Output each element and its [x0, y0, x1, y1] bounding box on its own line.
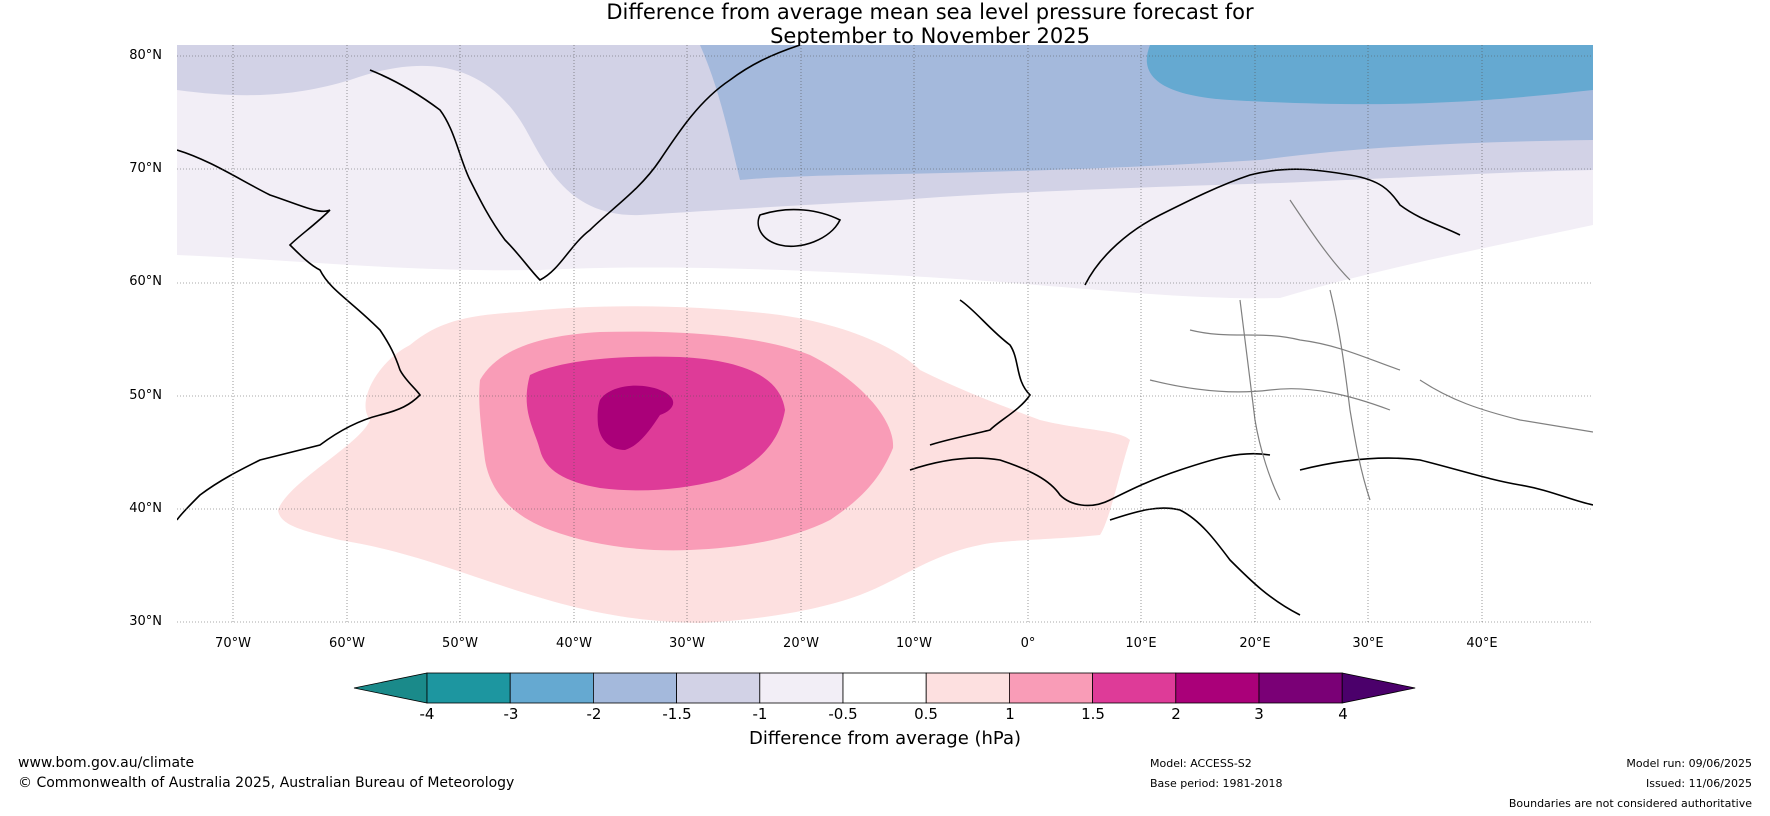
colorbar-segment [925, 672, 1010, 704]
anomaly-band-plus-2 [597, 385, 674, 450]
map-title-line2: September to November 2025 [770, 24, 1090, 48]
model-text: Model: ACCESS-S2 [1150, 757, 1252, 770]
lon-label-0: 0° [1020, 636, 1036, 651]
colorbar-segment [1009, 672, 1094, 704]
website-link[interactable]: www.bom.gov.au/climate [18, 755, 195, 771]
lat-label-60n: 60°N [129, 274, 162, 289]
lon-label-40w: 40°W [556, 636, 592, 651]
map-area [177, 45, 1593, 623]
lat-label-30n: 30°N [129, 614, 162, 629]
colorbar-tick: 4 [1338, 705, 1348, 723]
colorbar [353, 672, 1416, 704]
lon-label-70w: 70°W [215, 636, 251, 651]
lon-label-10e: 10°E [1125, 636, 1157, 651]
lat-label-50n: 50°N [129, 388, 162, 403]
colorbar-segment [1258, 672, 1343, 704]
copyright-text: © Commonwealth of Australia 2025, Austra… [18, 775, 515, 791]
colorbar-segment [1175, 672, 1260, 704]
graticule [177, 45, 1593, 623]
colorbar-segment [676, 672, 761, 704]
colorbar-segment [759, 672, 844, 704]
colorbar-tick: 1 [1005, 705, 1015, 723]
colorbar-segment [426, 672, 511, 704]
colorbar-tick: -2 [586, 705, 602, 723]
lat-label-70n: 70°N [129, 161, 162, 176]
colorbar-tick: -1.5 [662, 705, 692, 723]
anomaly-band-plus-1-5 [526, 356, 785, 491]
colorbar-extend-high [1341, 672, 1416, 704]
map-title: Difference from average mean sea level p… [0, 0, 1770, 48]
lat-label-40n: 40°N [129, 501, 162, 516]
lon-label-60w: 60°W [329, 636, 365, 651]
political-borders [1149, 199, 1593, 501]
lon-label-40e: 40°E [1466, 636, 1498, 651]
lon-label-10w: 10°W [896, 636, 932, 651]
colorbar-tick: 2 [1171, 705, 1181, 723]
issued-text: Issued: 11/06/2025 [1645, 777, 1752, 790]
colorbar-tick: 1.5 [1081, 705, 1105, 723]
model-run-text: Model run: 09/06/2025 [1626, 757, 1752, 770]
colorbar-segment [1092, 672, 1177, 704]
lon-label-30e: 30°E [1352, 636, 1384, 651]
colorbar-extend-low [353, 672, 428, 704]
colorbar-tick: 3 [1254, 705, 1264, 723]
colorbar-label: Difference from average (hPa) [748, 728, 1022, 749]
colorbar-segment [509, 672, 594, 704]
colorbar-tick: -3 [503, 705, 519, 723]
colorbar-tick: -1 [752, 705, 768, 723]
colorbar-tick: 0.5 [914, 705, 938, 723]
colorbar-tick: -0.5 [828, 705, 858, 723]
lon-label-20w: 20°W [783, 636, 819, 651]
colorbar-tick: -4 [419, 705, 435, 723]
disclaimer-text: Boundaries are not considered authoritat… [1508, 797, 1752, 810]
lon-label-30w: 30°W [669, 636, 705, 651]
colorbar-segment [593, 672, 678, 704]
colorbar-segment [842, 672, 927, 704]
lat-label-80n: 80°N [129, 48, 162, 63]
lon-label-50w: 50°W [442, 636, 478, 651]
anomaly-band-minus-2 [1146, 45, 1593, 105]
base-period-text: Base period: 1981-2018 [1150, 777, 1283, 790]
lon-label-20e: 20°E [1239, 636, 1271, 651]
map-title-line1: Difference from average mean sea level p… [606, 0, 1254, 24]
